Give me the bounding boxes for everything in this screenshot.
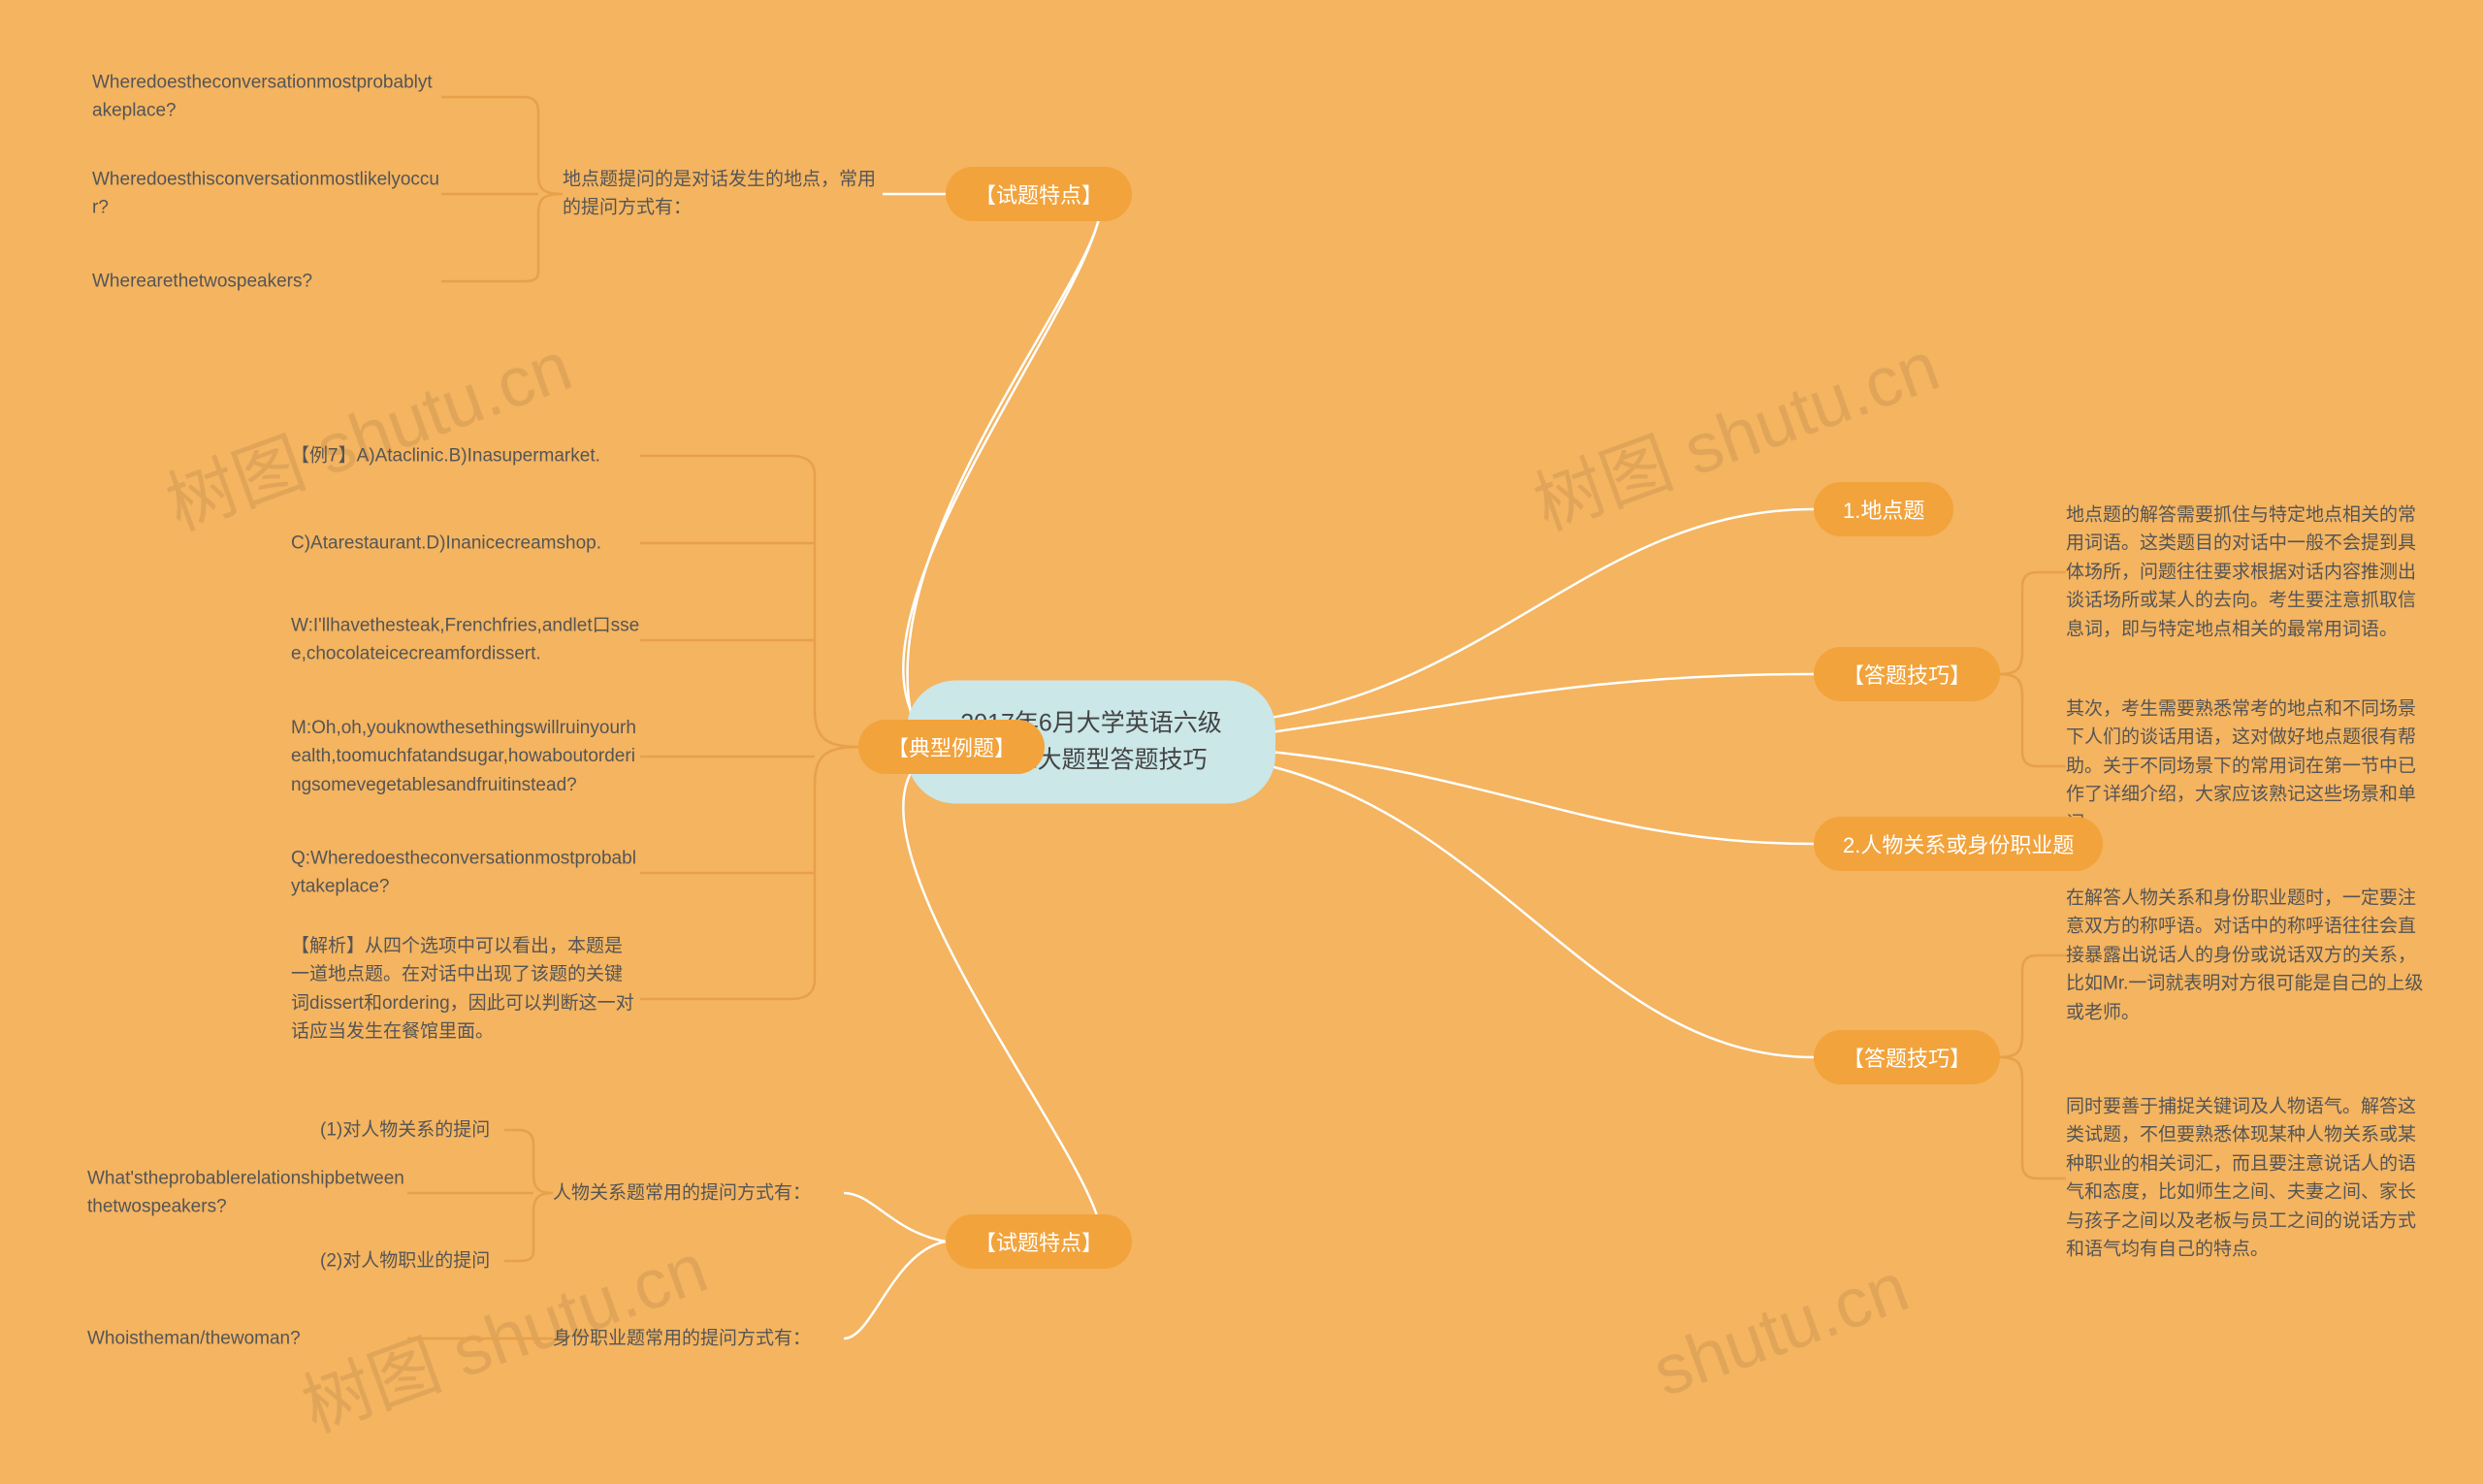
leaf-l3-c1: 身份职业题常用的提问方式有： — [553, 1324, 844, 1352]
leaf-l1-2: Wherearethetwospeakers? — [92, 267, 441, 295]
pill-answer-tips-2: 【答题技巧】 — [1814, 1030, 2000, 1084]
leaf-l2-2: W:I'llhavethesteak,Frenchfries,andlet口ss… — [291, 612, 640, 669]
leaf-l3-c0-s0: (1)对人物关系的提问 — [320, 1115, 533, 1144]
leaf-l2-1: C)Atarestaurant.D)Inanicecreamshop. — [291, 529, 640, 557]
watermark: 树图 shutu.cn — [150, 309, 583, 550]
leaf-l1-0: Wheredoestheconversationmostprobablytake… — [92, 69, 441, 126]
leaf-l3-c1-leaf: Whoistheman/thewoman? — [87, 1324, 407, 1352]
pill-question-features-1: 【试题特点】 — [946, 167, 1132, 221]
pill-relationship: 2.人物关系或身份职业题 — [1814, 817, 2103, 871]
branch-l1: 【试题特点】 — [946, 167, 1132, 221]
leaf-r2-0: 地点题的解答需要抓住与特定地点相关的常用词语。这类题目的对话中一般不会提到具体场… — [2066, 500, 2425, 643]
branch-l2: 【典型例题】 — [858, 720, 1045, 774]
leaf-l1-mid: 地点题提问的是对话发生的地点，常用的提问方式有： — [563, 166, 883, 223]
leaf-r4-1: 同时要善于捕捉关键词及人物语气。解答这类试题，不但要熟悉体现某种人物关系或某种职… — [2066, 1093, 2425, 1265]
leaf-l1-1: Wheredoesthisconversationmostlikelyoccur… — [92, 166, 441, 223]
pill-question-features-2: 【试题特点】 — [946, 1214, 1132, 1269]
leaf-l2-5: 【解析】从四个选项中可以看出，本题是一道地点题。在对话中出现了该题的关键词dis… — [291, 932, 640, 1047]
leaf-l2-4: Q:Wheredoestheconversationmostprobablyta… — [291, 845, 640, 902]
pill-example: 【典型例题】 — [858, 720, 1045, 774]
leaf-r2-1: 其次，考生需要熟悉常考的地点和不同场景下人们的谈话用语，这对做好地点题很有帮助。… — [2066, 694, 2425, 837]
branch-r3: 2.人物关系或身份职业题 — [1814, 817, 2103, 871]
leaf-l2-3: M:Oh,oh,youknowthesethingswillruinyourhe… — [291, 714, 640, 799]
leaf-l3-c0: 人物关系题常用的提问方式有： — [553, 1178, 844, 1207]
branch-l3: 【试题特点】 — [946, 1214, 1132, 1269]
branch-r4: 【答题技巧】 — [1814, 1030, 2000, 1084]
pill-answer-tips-1: 【答题技巧】 — [1814, 647, 2000, 701]
watermark: shutu.cn — [1643, 1247, 1919, 1412]
branch-r1: 1.地点题 — [1814, 482, 1953, 536]
leaf-l3-c0-s1: What'stheprobablerelationshipbetweenthet… — [87, 1165, 407, 1222]
branch-r2: 【答题技巧】 — [1814, 647, 2000, 701]
leaf-l3-c0-s2: (2)对人物职业的提问 — [320, 1246, 533, 1274]
pill-location: 1.地点题 — [1814, 482, 1953, 536]
leaf-r4-0: 在解答人物关系和身份职业题时，一定要注意双方的称呼语。对话中的称呼语往往会直接暴… — [2066, 884, 2425, 1026]
leaf-l2-0: 【例7】A)Ataclinic.B)Inasupermarket. — [291, 441, 640, 469]
